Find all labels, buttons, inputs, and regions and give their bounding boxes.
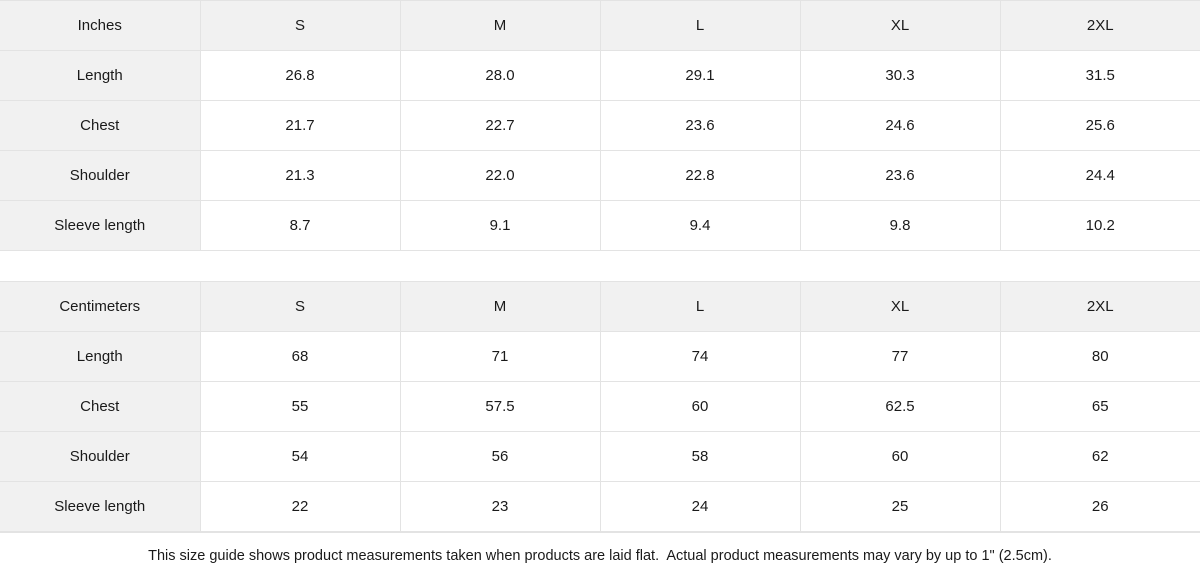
cell-chest-s: 21.7	[200, 100, 401, 151]
column-header-2xl: 2XL	[1000, 280, 1200, 332]
table-row: Length 68 71 74 77 80	[0, 330, 1200, 382]
cell-shoulder-m: 22.0	[400, 150, 601, 201]
table-row: Chest 21.7 22.7 23.6 24.6 25.6	[0, 100, 1200, 151]
column-header-m: M	[400, 280, 601, 332]
cell-length-s: 68	[200, 330, 401, 382]
cell-shoulder-xl: 23.6	[800, 150, 1001, 201]
cell-chest-l: 60	[600, 380, 801, 432]
table-row: Sleeve length 8.7 9.1 9.4 9.8 10.2	[0, 200, 1200, 251]
column-header-2xl: 2XL	[1000, 0, 1200, 51]
cell-chest-xl: 62.5	[800, 380, 1001, 432]
cell-chest-l: 23.6	[600, 100, 801, 151]
column-header-l: L	[600, 0, 801, 51]
cell-shoulder-m: 56	[400, 430, 601, 482]
cell-sleeve-xl: 9.8	[800, 200, 1001, 251]
size-table-centimeters: Centimeters S M L XL 2XL Length 68 71 74…	[0, 280, 1200, 532]
cell-shoulder-l: 22.8	[600, 150, 801, 201]
table-row: Chest 55 57.5 60 62.5 65	[0, 380, 1200, 432]
cell-length-m: 28.0	[400, 50, 601, 101]
cell-length-2xl: 80	[1000, 330, 1200, 382]
size-guide-footer-note: This size guide shows product measuremen…	[0, 531, 1200, 580]
cell-shoulder-s: 54	[200, 430, 401, 482]
row-label-sleeve-length: Sleeve length	[0, 480, 201, 532]
column-header-m: M	[400, 0, 601, 51]
row-label-shoulder: Shoulder	[0, 430, 201, 482]
cell-chest-2xl: 65	[1000, 380, 1200, 432]
size-table-inches: Inches S M L XL 2XL Length 26.8 28.0 29.…	[0, 0, 1200, 251]
cell-sleeve-xl: 25	[800, 480, 1001, 532]
cell-sleeve-2xl: 10.2	[1000, 200, 1200, 251]
column-header-s: S	[200, 0, 401, 51]
row-label-shoulder: Shoulder	[0, 150, 201, 201]
column-header-xl: XL	[800, 280, 1001, 332]
cell-sleeve-s: 22	[200, 480, 401, 532]
column-header-l: L	[600, 280, 801, 332]
cell-length-2xl: 31.5	[1000, 50, 1200, 101]
table-header-row: Inches S M L XL 2XL	[0, 0, 1200, 51]
cell-chest-m: 22.7	[400, 100, 601, 151]
table-header-row: Centimeters S M L XL 2XL	[0, 280, 1200, 332]
cell-sleeve-l: 24	[600, 480, 801, 532]
cell-chest-xl: 24.6	[800, 100, 1001, 151]
cell-length-l: 29.1	[600, 50, 801, 101]
row-label-chest: Chest	[0, 100, 201, 151]
row-label-chest: Chest	[0, 380, 201, 432]
cell-chest-m: 57.5	[400, 380, 601, 432]
cell-length-xl: 30.3	[800, 50, 1001, 101]
cell-length-l: 74	[600, 330, 801, 382]
table-row: Length 26.8 28.0 29.1 30.3 31.5	[0, 50, 1200, 101]
column-header-s: S	[200, 280, 401, 332]
cell-shoulder-2xl: 62	[1000, 430, 1200, 482]
cell-chest-2xl: 25.6	[1000, 100, 1200, 151]
cell-length-xl: 77	[800, 330, 1001, 382]
row-label-length: Length	[0, 50, 201, 101]
cell-chest-s: 55	[200, 380, 401, 432]
row-label-length: Length	[0, 330, 201, 382]
row-label-sleeve-length: Sleeve length	[0, 200, 201, 251]
cell-sleeve-m: 23	[400, 480, 601, 532]
table-row: Shoulder 21.3 22.0 22.8 23.6 24.4	[0, 150, 1200, 201]
cell-shoulder-2xl: 24.4	[1000, 150, 1200, 201]
unit-label-centimeters: Centimeters	[0, 280, 201, 332]
table-row: Sleeve length 22 23 24 25 26	[0, 480, 1200, 532]
cell-sleeve-m: 9.1	[400, 200, 601, 251]
column-header-xl: XL	[800, 0, 1001, 51]
cell-shoulder-xl: 60	[800, 430, 1001, 482]
cell-length-s: 26.8	[200, 50, 401, 101]
table-row: Shoulder 54 56 58 60 62	[0, 430, 1200, 482]
table-separator-gap	[0, 251, 1200, 281]
cell-length-m: 71	[400, 330, 601, 382]
unit-label-inches: Inches	[0, 0, 201, 51]
cell-sleeve-l: 9.4	[600, 200, 801, 251]
cell-sleeve-2xl: 26	[1000, 480, 1200, 532]
cell-shoulder-l: 58	[600, 430, 801, 482]
cell-sleeve-s: 8.7	[200, 200, 401, 251]
cell-shoulder-s: 21.3	[200, 150, 401, 201]
